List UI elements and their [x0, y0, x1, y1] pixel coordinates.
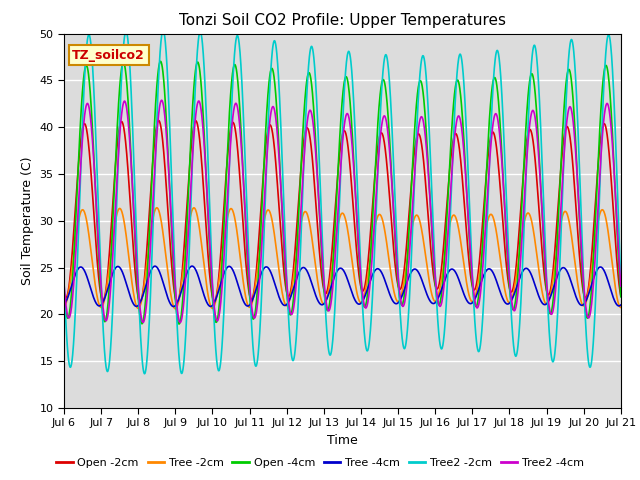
Open -2cm — [601, 121, 609, 127]
Tree2 -4cm — [176, 320, 184, 325]
Tree -2cm — [602, 213, 609, 218]
Tree2 -2cm — [602, 58, 609, 64]
Tree -2cm — [601, 212, 609, 217]
Tree -2cm — [60, 303, 68, 309]
X-axis label: Time: Time — [327, 434, 358, 447]
Open -2cm — [173, 300, 181, 305]
Open -4cm — [175, 321, 183, 327]
Tree2 -4cm — [60, 281, 68, 287]
Tree -4cm — [602, 270, 609, 276]
Line: Open -2cm: Open -2cm — [64, 120, 621, 302]
Tree -2cm — [88, 260, 96, 266]
Open -2cm — [88, 190, 96, 195]
Line: Tree2 -4cm: Tree2 -4cm — [64, 100, 621, 323]
Tree -4cm — [601, 269, 609, 275]
Line: Tree2 -2cm: Tree2 -2cm — [64, 30, 621, 374]
Tree -4cm — [617, 302, 625, 308]
Open -2cm — [617, 293, 625, 299]
Tree2 -4cm — [157, 97, 165, 103]
Legend: Open -2cm, Tree -2cm, Open -4cm, Tree -4cm, Tree2 -2cm, Tree2 -4cm: Open -2cm, Tree -2cm, Open -4cm, Tree -4… — [52, 453, 588, 472]
Open -2cm — [317, 262, 324, 267]
Tree -2cm — [317, 294, 324, 300]
Tree2 -2cm — [499, 114, 507, 120]
Tree -4cm — [317, 301, 324, 307]
Tree -4cm — [188, 263, 196, 269]
Open -2cm — [60, 290, 68, 296]
Open -4cm — [317, 234, 324, 240]
Open -4cm — [617, 294, 625, 300]
Tree2 -4cm — [602, 106, 609, 112]
Line: Tree -2cm: Tree -2cm — [64, 208, 621, 309]
Tree2 -4cm — [317, 228, 324, 234]
Tree -2cm — [499, 276, 507, 281]
Tree -2cm — [172, 306, 179, 312]
Tree2 -2cm — [617, 280, 625, 286]
Tree -2cm — [153, 205, 161, 211]
Tree -4cm — [170, 304, 177, 310]
Text: TZ_soilco2: TZ_soilco2 — [72, 48, 145, 61]
Open -2cm — [499, 222, 507, 228]
Y-axis label: Soil Temperature (C): Soil Temperature (C) — [21, 156, 34, 285]
Tree2 -2cm — [141, 371, 148, 377]
Line: Tree -4cm: Tree -4cm — [64, 266, 621, 307]
Open -4cm — [499, 172, 507, 178]
Tree -4cm — [88, 291, 96, 297]
Tree2 -2cm — [88, 60, 96, 66]
Tree2 -4cm — [601, 108, 609, 113]
Tree -4cm — [499, 296, 507, 302]
Tree2 -2cm — [60, 278, 68, 284]
Tree -2cm — [332, 239, 339, 245]
Tree2 -2cm — [317, 191, 324, 196]
Open -2cm — [602, 122, 609, 128]
Open -4cm — [332, 220, 339, 226]
Tree -4cm — [332, 272, 339, 278]
Tree2 -4cm — [332, 252, 339, 257]
Tree2 -4cm — [499, 176, 507, 181]
Tree2 -4cm — [617, 283, 625, 289]
Open -4cm — [602, 64, 609, 70]
Title: Tonzi Soil CO2 Profile: Upper Temperatures: Tonzi Soil CO2 Profile: Upper Temperatur… — [179, 13, 506, 28]
Open -2cm — [332, 204, 339, 210]
Open -4cm — [60, 291, 68, 297]
Tree2 -4cm — [88, 137, 96, 143]
Tree -2cm — [617, 305, 625, 311]
Open -4cm — [88, 125, 96, 131]
Line: Open -4cm: Open -4cm — [64, 61, 621, 324]
Tree2 -2cm — [601, 62, 609, 68]
Open -4cm — [157, 59, 164, 64]
Tree2 -2cm — [159, 27, 167, 33]
Tree2 -2cm — [332, 297, 339, 303]
Tree -4cm — [60, 301, 68, 307]
Open -4cm — [601, 64, 609, 70]
Open -2cm — [155, 118, 163, 123]
